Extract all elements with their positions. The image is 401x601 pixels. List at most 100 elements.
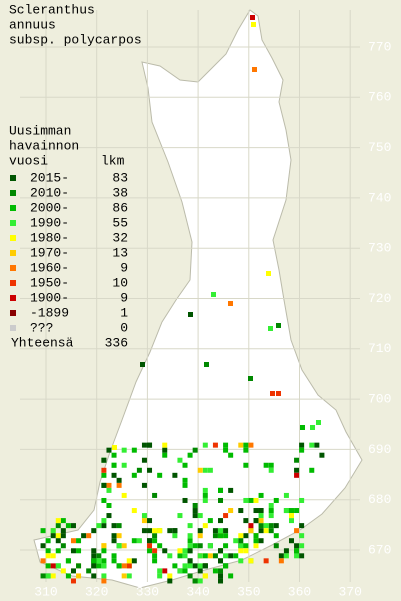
legend-swatch — [10, 190, 16, 196]
title-line: annuus — [9, 17, 56, 32]
observation — [273, 543, 279, 549]
observation — [268, 503, 274, 508]
observation — [152, 558, 158, 564]
observation — [167, 553, 173, 559]
observation — [140, 362, 145, 367]
observation — [101, 497, 107, 503]
observation — [157, 528, 163, 534]
observation — [60, 528, 66, 534]
legend: Scleranthus annuus subsp. polycarpos Uus… — [9, 2, 142, 350]
observation — [197, 467, 203, 473]
observation — [147, 518, 153, 524]
observation — [50, 528, 56, 534]
observation — [70, 523, 76, 529]
y-label: 720 — [368, 291, 391, 306]
observation — [218, 558, 224, 564]
observation — [111, 452, 117, 458]
observation — [228, 301, 233, 306]
observation — [60, 533, 66, 539]
y-label: 670 — [368, 542, 391, 557]
observation — [212, 442, 218, 448]
observation — [182, 462, 188, 468]
legend-heading: Uusimman — [9, 123, 71, 138]
observation — [223, 543, 229, 549]
observation — [101, 543, 107, 549]
observation — [243, 497, 249, 503]
observation — [86, 568, 92, 574]
x-label: 330 — [136, 584, 159, 599]
observation — [228, 452, 234, 458]
observation — [106, 447, 112, 453]
observation — [101, 482, 107, 488]
observation — [81, 533, 87, 539]
observation — [248, 558, 254, 564]
observation — [218, 533, 224, 539]
observation — [101, 518, 107, 524]
observation — [273, 523, 279, 529]
observation — [126, 563, 132, 569]
observation — [76, 563, 82, 569]
observation — [50, 553, 56, 559]
observation — [187, 563, 193, 569]
observation — [162, 548, 168, 554]
observation — [182, 477, 188, 483]
observation — [258, 538, 264, 544]
observation — [299, 543, 305, 549]
observation — [101, 467, 107, 473]
observation — [70, 548, 76, 554]
observation — [212, 528, 218, 534]
legend-label: 2015- — [30, 170, 69, 185]
observation — [253, 533, 259, 539]
x-label: 370 — [338, 584, 361, 599]
observation — [192, 513, 198, 519]
legend-label: 1980- — [30, 230, 69, 245]
observation — [192, 447, 198, 453]
observation — [182, 553, 188, 559]
observation — [50, 573, 56, 579]
observation — [268, 467, 274, 473]
observation — [238, 533, 244, 539]
observation — [86, 533, 92, 539]
observation — [141, 513, 147, 519]
y-label: 710 — [368, 341, 391, 356]
observation — [314, 442, 320, 448]
observation — [248, 497, 254, 503]
observation — [218, 518, 224, 524]
observation — [299, 523, 305, 529]
observation-squares — [40, 15, 325, 584]
observation — [192, 578, 198, 584]
observation — [243, 518, 249, 524]
observation — [50, 533, 56, 539]
observation — [187, 533, 193, 539]
legend-label: -1899 — [30, 305, 69, 320]
legend-count: 86 — [112, 200, 128, 215]
observation — [126, 573, 132, 579]
observation — [268, 528, 274, 534]
observation — [147, 543, 153, 549]
observation — [101, 548, 107, 554]
observation — [91, 558, 97, 564]
observation — [228, 508, 234, 514]
observation — [228, 553, 234, 559]
observation — [202, 563, 208, 569]
y-label: 700 — [368, 392, 391, 407]
observation — [268, 462, 274, 468]
observation — [147, 528, 153, 534]
observation — [152, 492, 158, 498]
observation — [136, 467, 142, 473]
observation — [238, 543, 244, 549]
observation — [91, 563, 97, 569]
observation — [96, 523, 102, 529]
observation — [283, 492, 289, 498]
observation — [243, 533, 249, 539]
legend-label: 1950- — [30, 275, 69, 290]
observation — [157, 573, 163, 579]
observation — [233, 553, 239, 559]
observation — [157, 543, 163, 549]
observation — [218, 487, 224, 493]
observation — [202, 442, 208, 448]
observation — [223, 442, 229, 448]
observation — [294, 508, 300, 514]
observation — [60, 543, 66, 549]
